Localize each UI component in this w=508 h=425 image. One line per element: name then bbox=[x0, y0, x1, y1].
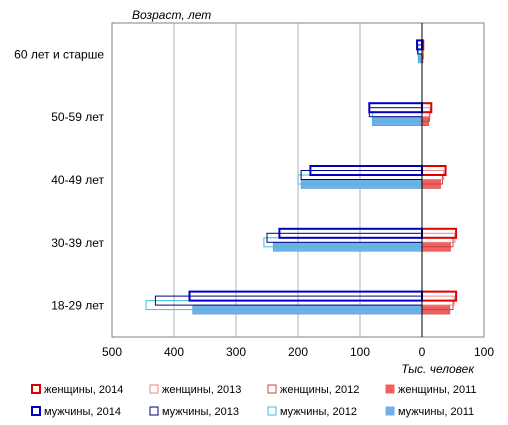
x-axis-title: Тыс. человек bbox=[401, 362, 475, 376]
legend-swatch-мужчины-2013 bbox=[149, 406, 159, 416]
x-tick-label: 200 bbox=[288, 345, 308, 359]
legend-label: мужчины, 2014 bbox=[44, 406, 121, 418]
legend-label: женщины, 2011 bbox=[398, 384, 477, 396]
legend-swatch-мужчины-2011 bbox=[385, 406, 395, 416]
legend: женщины, 2014 женщины, 2013 женщины, 2012 ж… bbox=[31, 384, 477, 418]
legend-label: мужчины, 2013 bbox=[162, 406, 239, 418]
legend-label: мужчины, 2011 bbox=[398, 406, 474, 418]
legend-swatch-женщины-2011 bbox=[385, 384, 395, 394]
x-tick-label: 400 bbox=[164, 345, 184, 359]
legend-swatch-женщины-2013 bbox=[149, 384, 159, 394]
legend-swatch-мужчины-2012 bbox=[267, 406, 277, 416]
x-tick-label: 500 bbox=[102, 345, 122, 359]
legend-swatch-женщины-2014 bbox=[31, 384, 41, 394]
x-tick-label: 300 bbox=[226, 345, 246, 359]
x-tick-labels: 500 400 300 200 100 0 100 bbox=[102, 345, 494, 359]
x-tick-label: 100 bbox=[350, 345, 370, 359]
category-label: 30-39 лет bbox=[51, 236, 104, 250]
category-label: 18-29 лет bbox=[51, 299, 104, 313]
category-labels: 60 лет и старше 50-59 лет 40-49 лет 30-39 л… bbox=[14, 47, 104, 312]
y-axis-title: Возраст, лет bbox=[132, 8, 211, 22]
category-label: 50-59 лет bbox=[51, 110, 104, 124]
x-tick-label: 100 bbox=[474, 345, 494, 359]
legend-label: мужчины, 2012 bbox=[280, 406, 357, 418]
legend-label: женщины, 2012 bbox=[280, 384, 359, 396]
legend-label: женщины, 2013 bbox=[162, 384, 241, 396]
category-label: 40-49 лет bbox=[51, 173, 104, 187]
legend-label: женщины, 2014 bbox=[44, 384, 123, 396]
legend-swatch-женщины-2012 bbox=[267, 384, 277, 394]
x-tick-label: 0 bbox=[419, 345, 426, 359]
legend-swatch-мужчины-2014 bbox=[31, 406, 41, 416]
category-label: 60 лет и старше bbox=[14, 47, 104, 61]
